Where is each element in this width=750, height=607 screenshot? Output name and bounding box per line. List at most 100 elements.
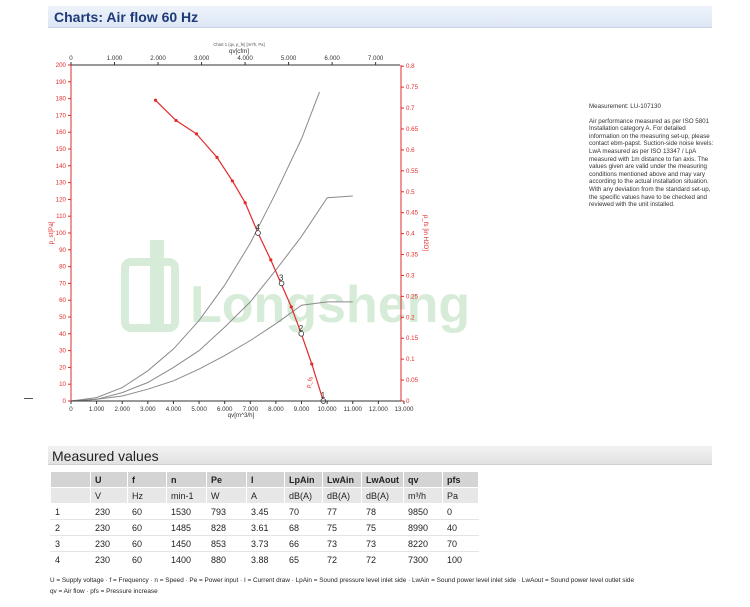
fan-curve-point [230,179,234,183]
table-cell: 230 [90,519,128,536]
system-curve-line [70,91,320,402]
operating-point-marker [255,230,261,236]
y-axis-left-label: p_st[Pa] [48,221,55,244]
table-cell: 60 [127,519,167,536]
y-tick-label: 140 [56,163,67,170]
x-top-tick-label: 3.000 [194,55,210,62]
y-tick-label: 180 [56,96,67,103]
unit-cell: Hz [127,487,167,504]
table-cell: 73 [322,535,362,552]
table-cell: 60 [127,503,167,520]
fan-curve-point [215,155,219,159]
x-tick-label: 0 [69,406,73,413]
y-right-tick-label: 0.1 [406,356,415,363]
table-cell: 70 [442,535,479,552]
unit-cell: m³/h [403,487,443,504]
unit-cell [50,487,91,504]
y-right-tick-label: 0.65 [406,126,419,133]
y-tick-label: 100 [56,230,67,237]
table-cell: 7300 [403,551,443,568]
unit-cell: dB(A) [284,487,323,504]
unit-cell: A [246,487,285,504]
x-top-tick-label: 1.000 [107,55,123,62]
x-tick-label: 6.000 [217,406,233,413]
charts-title: Charts: Air flow 60 Hz [54,9,199,25]
x-axis-bottom-label: qv[m^3/h] [228,412,255,419]
y-right-tick-label: 0.7 [406,105,415,112]
y-right-tick-label: 0.45 [406,210,419,217]
fan-curve-point [310,362,314,366]
x-tick-label: 3.000 [140,406,156,413]
unit-cell: W [206,487,247,504]
y-right-tick-label: 0.3 [406,272,415,279]
table-cell: 73 [361,535,404,552]
charts-header: Charts: Air flow 60 Hz [48,6,712,28]
table-row: 2 230 60 1485 828 3.61 68 75 75 8990 40 [50,519,479,536]
y-tick-label: 90 [59,247,66,254]
table-cell: 72 [322,551,362,568]
header-cell [50,471,91,488]
measured-values-title: Measured values [52,448,159,464]
operating-point-marker [298,330,305,337]
y-tick-label: 130 [56,180,67,187]
x-top-tick-label: 7.000 [368,55,384,62]
header-cell: LpAin [284,471,323,488]
y-tick-label: 80 [59,264,66,271]
measured-values-header: Measured values [48,446,712,465]
header-cell: f [127,471,167,488]
y-right-tick-label: 0.35 [406,252,419,259]
header-cell: LwAin [322,471,362,488]
table-row: 4 230 60 1400 880 3.88 65 72 72 7300 100 [50,551,479,568]
y-right-tick-label: 0.05 [406,377,419,384]
operating-point-label: 3 [279,273,284,282]
y-tick-label: 120 [56,196,67,203]
y-tick-label: 10 [59,381,66,388]
table-cell: 3 [50,535,91,552]
air-flow-chart: Longsheng 0 1.000 2.000 3.000 4.000 5.000 6.00… [48,42,470,419]
table-cell: 0 [442,503,479,520]
fan-curve-point [174,118,178,123]
y-tick-label: 160 [56,129,67,136]
table-cell: 40 [442,519,479,536]
y-right-tick-label: 0.2 [406,314,415,321]
x-top-tick-label: 4.000 [237,55,253,62]
labels-layer: 0 1.000 2.000 3.000 4.000 5.000 6.000 7.000 8.00… [48,42,429,419]
x-tick-label: 4.000 [166,406,182,413]
y-tick-label: 190 [56,79,67,86]
table-cell: 75 [361,519,404,536]
unit-cell: Pa [442,487,479,504]
y-right-tick-label: 0.5 [406,189,415,196]
fan-curve-point [194,132,199,136]
fan-curve-point [153,98,158,102]
y-right-tick-label: 0.55 [406,168,419,175]
y-tick-label: 150 [56,146,67,153]
watermark-text: Longsheng [190,276,470,334]
x-tick-label: 7.000 [243,406,259,413]
measurement-description: Air performance measured as per ISO 5801… [589,117,714,209]
y-tick-label: 110 [56,213,66,220]
operating-point-label: 4 [255,223,260,232]
table-cell: 1450 [166,535,207,552]
y-tick-label: 50 [59,314,66,321]
table-cell: 828 [206,519,247,536]
y-right-tick-label: 0.8 [406,63,415,70]
x-tick-label: 11.000 [344,406,363,413]
table-cell: 9850 [403,503,443,520]
unit-cell: V [90,487,128,504]
table-cell: 8220 [403,535,443,552]
x-top-tick-label: 0 [69,55,73,62]
table-cell: 100 [442,551,479,568]
table-cell: 70 [284,503,323,520]
table-cell: 8990 [403,519,443,536]
y-right-tick-label: 0.6 [406,147,415,154]
table-cell: 880 [206,551,247,568]
legend-abbreviations-2: qv = Air flow · pfs = Pressure increase [50,588,158,595]
header-cell: pfs [442,471,479,488]
x-tick-label: 1.000 [89,406,105,413]
system-curve-line [70,195,353,402]
x-top-tick-label: 5.000 [281,55,297,62]
x-top-tick-label: 6.000 [324,55,340,62]
x-tick-label: 8.000 [268,406,284,413]
